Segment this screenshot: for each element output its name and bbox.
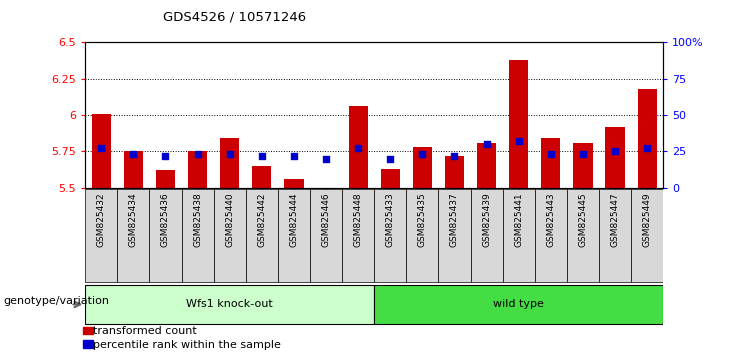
Text: GSM825446: GSM825446 (322, 193, 330, 247)
Point (385, 156, 396, 161)
Bar (413, 147, 432, 188)
Bar (541, 138, 560, 188)
Bar (188, 152, 207, 188)
Point (192, 152, 204, 157)
Bar (246, 189, 278, 282)
Bar (381, 169, 400, 188)
Bar (220, 138, 239, 188)
Bar (374, 189, 406, 282)
Point (127, 152, 139, 157)
Point (609, 149, 621, 154)
Bar (124, 152, 143, 188)
Point (288, 153, 300, 159)
Point (513, 138, 525, 144)
Bar (471, 189, 502, 282)
Bar (84, 341, 93, 348)
Bar (92, 114, 111, 188)
Point (416, 152, 428, 157)
Text: GSM825445: GSM825445 (579, 193, 588, 247)
Bar (156, 170, 175, 188)
Bar (117, 189, 150, 282)
Point (545, 152, 556, 157)
Bar (535, 189, 567, 282)
Text: Wfs1 knock-out: Wfs1 knock-out (186, 298, 273, 309)
Text: GSM825439: GSM825439 (482, 193, 491, 247)
Text: GSM825436: GSM825436 (161, 193, 170, 247)
Point (320, 156, 332, 161)
Text: GSM825443: GSM825443 (546, 193, 555, 247)
Bar (567, 189, 599, 282)
Bar (252, 166, 271, 188)
Text: GSM825448: GSM825448 (353, 193, 362, 247)
Bar (502, 189, 535, 282)
Bar (182, 189, 213, 282)
Text: GSM825444: GSM825444 (290, 193, 299, 247)
Point (256, 153, 268, 159)
Bar (342, 189, 374, 282)
Point (96, 145, 107, 151)
Bar (85, 285, 374, 324)
Bar (374, 285, 663, 324)
Text: GSM825438: GSM825438 (193, 193, 202, 247)
Bar (477, 143, 496, 188)
Text: GSM825434: GSM825434 (129, 193, 138, 247)
Text: GSM825435: GSM825435 (418, 193, 427, 247)
Text: GSM825432: GSM825432 (97, 193, 106, 247)
Bar (85, 189, 117, 282)
Text: GDS4526 / 10571246: GDS4526 / 10571246 (163, 11, 306, 24)
Text: GSM825441: GSM825441 (514, 193, 523, 247)
Bar (439, 189, 471, 282)
Bar (605, 127, 625, 188)
Point (577, 152, 589, 157)
Text: genotype/variation: genotype/variation (4, 296, 110, 306)
Bar (348, 106, 368, 188)
Bar (509, 60, 528, 188)
Point (159, 153, 171, 159)
Point (352, 145, 364, 151)
Bar (213, 189, 246, 282)
Text: transformed count: transformed count (93, 326, 196, 336)
Point (224, 152, 236, 157)
Point (481, 141, 493, 147)
Bar (637, 89, 657, 188)
Bar (631, 189, 663, 282)
Text: percentile rank within the sample: percentile rank within the sample (93, 340, 281, 350)
Bar (310, 189, 342, 282)
Text: GSM825449: GSM825449 (642, 193, 651, 247)
Text: GSM825442: GSM825442 (257, 193, 266, 247)
Bar (574, 143, 593, 188)
Bar (84, 326, 93, 334)
Bar (406, 189, 439, 282)
Point (448, 153, 460, 159)
Bar (150, 189, 182, 282)
Bar (445, 156, 464, 188)
Text: GSM825437: GSM825437 (450, 193, 459, 247)
Bar (599, 189, 631, 282)
Bar (278, 189, 310, 282)
Text: GSM825440: GSM825440 (225, 193, 234, 247)
Text: GSM825447: GSM825447 (611, 193, 619, 247)
Bar (285, 179, 304, 188)
Point (641, 145, 653, 151)
Text: wild type: wild type (494, 298, 544, 309)
Text: GSM825433: GSM825433 (386, 193, 395, 247)
